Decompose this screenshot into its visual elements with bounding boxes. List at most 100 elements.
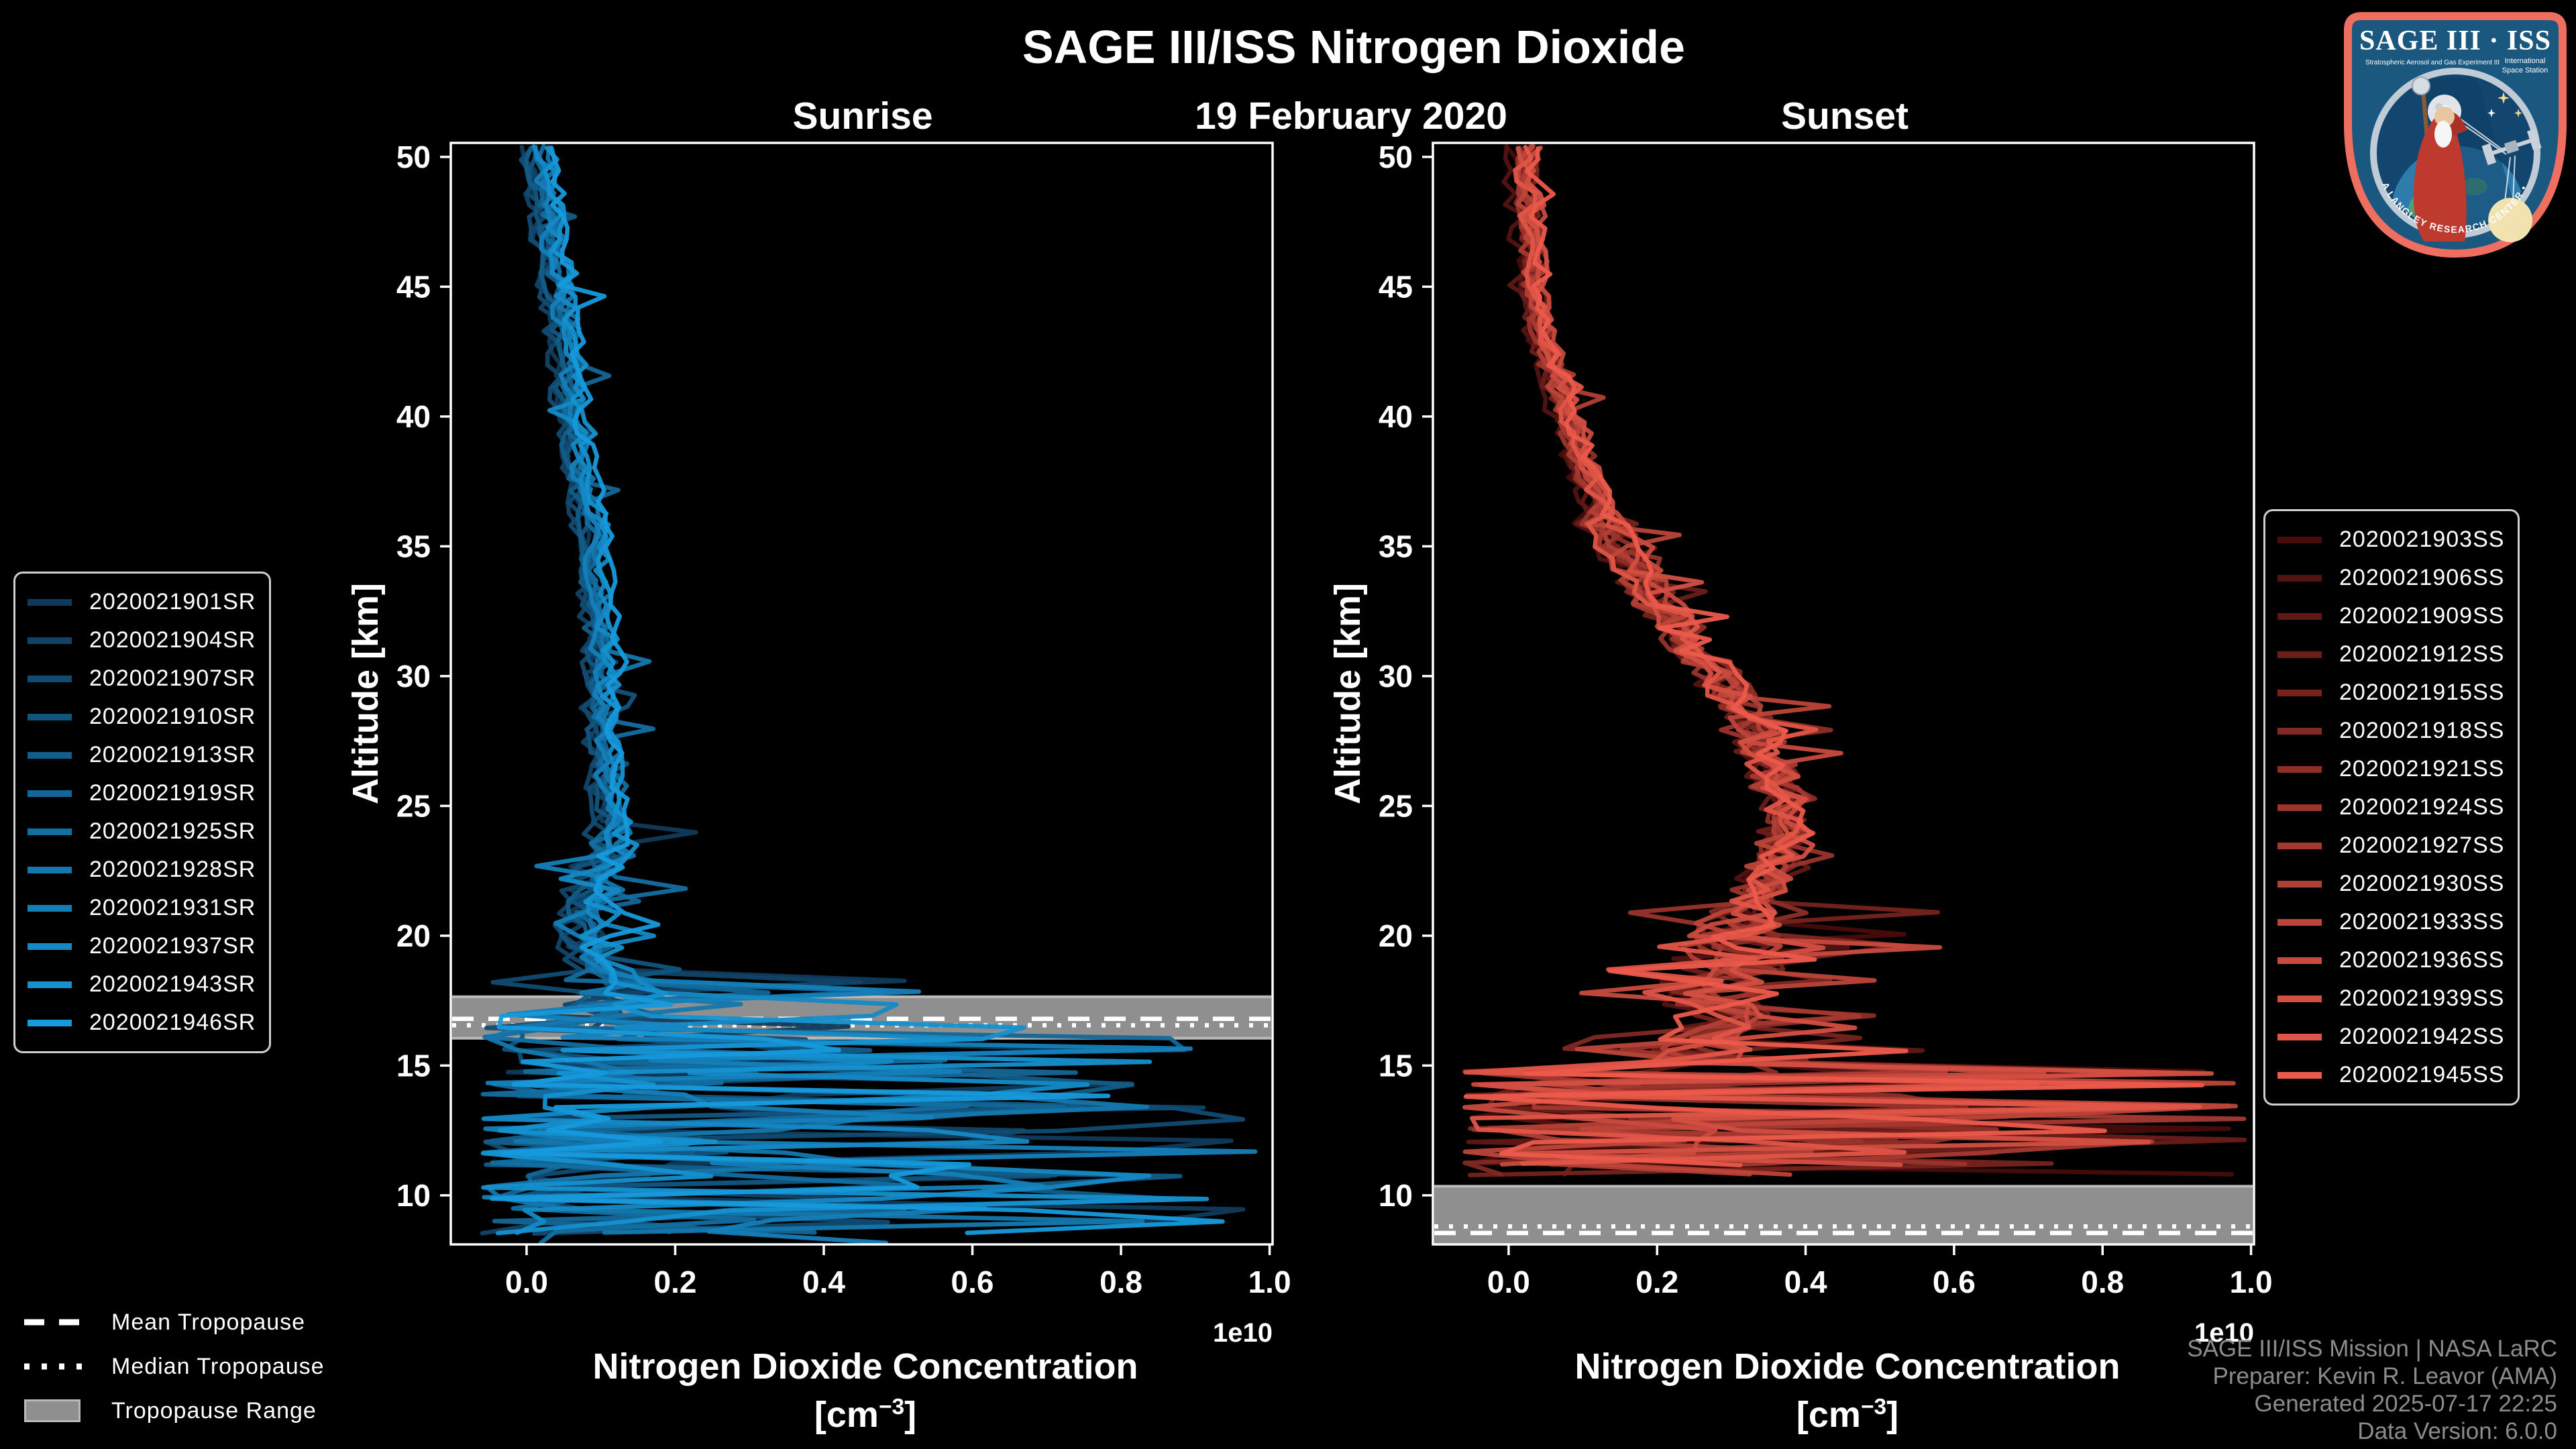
legend-label: 2020021927SS [2339,833,2505,858]
y-tick-label: 10 [1379,1178,1413,1213]
legend-item: 2020021906SS [2277,559,2504,597]
attribution-line: Preparer: Kevin R. Leavor (AMA) [2212,1363,2557,1389]
legend-item: 2020021918SS [2277,712,2504,750]
legend-item: 2020021912SS [2277,635,2504,674]
unit-exponent: −3 [1860,1395,1887,1419]
legend-label: 2020021931SR [89,895,256,920]
subtitle-sunset: Sunset [1780,95,1909,138]
legend-item: 2020021921SS [2277,750,2504,788]
x-axis-offset-text: 1e10 [2194,1318,2254,1348]
unit-suffix: ] [904,1395,917,1435]
legend-label: 2020021946SR [89,1010,256,1035]
panel-sunset: 10 15 20 25 30 35 40 45 50 0.0 0.2 0.4 0.6 0.8 1.0 1e10 [1379,140,2273,1348]
dotted-swatch [24,1354,89,1379]
legend-label: 2020021901SR [89,589,256,614]
legend-sunrise-events: 2020021901SR 2020021904SR 2020021907SR 2020… [13,572,272,1053]
y-tick-label: 20 [396,918,431,953]
x-tick-label: 0.0 [1487,1265,1530,1299]
x-tick-label: 0.4 [1784,1265,1827,1299]
legend-item: 2020021931SR [28,889,256,927]
y-tick-label: 45 [1379,269,1413,304]
legend-swatch [28,866,72,873]
legend-swatch [28,790,72,797]
unit-prefix: [cm [814,1395,879,1435]
legend-item: 2020021927SS [2277,826,2504,865]
y-tick-label: 35 [1379,529,1413,564]
legend-swatch [28,1019,72,1026]
legend-label: 2020021921SS [2339,756,2505,782]
sage-iss-logo-art: SAGE III · ISS Stratospheric Aerosol and… [2339,2,2567,258]
legend-label: 2020021907SR [89,665,256,691]
logo-sun [2488,198,2532,242]
legend-item: 2020021924SS [2277,788,2504,826]
legend-label: 2020021933SS [2339,909,2505,934]
legend-item: 2020021943SR [28,965,256,1004]
legend-swatch [2277,880,2322,888]
legend-swatch [2277,574,2322,582]
legend-label: 2020021928SR [89,857,256,882]
logo-stars [2487,92,2522,117]
legend-item: 2020021925SR [28,812,256,851]
legend-swatch [2277,612,2322,620]
attribution-line: Data Version: 6.0.0 [2357,1418,2557,1444]
attribution-line: SAGE III/ISS Mission | NASA LaRC [2187,1336,2557,1362]
legend-label: 2020021937SR [89,933,256,959]
legend-label: 2020021919SR [89,780,256,806]
axes-spines [449,142,1274,1246]
legend-label: 2020021909SS [2339,603,2505,629]
legend-label: 2020021924SS [2339,794,2505,820]
legend-item: 2020021910SR [28,698,256,736]
legend-label: 2020021912SS [2339,641,2505,667]
legend-swatch [2277,689,2322,696]
logo-sage-figure [2412,76,2467,241]
y-tick-label: 50 [396,140,431,174]
legend-swatch [28,637,72,644]
legend-swatch [28,751,72,759]
legend-item: 2020021946SR [28,1004,256,1042]
logo-subtitle-right2: Space Station [2502,66,2548,74]
tropopause-legend-label: Tropopause Range [111,1397,317,1424]
legend-sunset-events: 2020021903SS 2020021906SS 2020021909SS 2020… [2263,509,2520,1106]
legend-item: 2020021907SR [28,659,256,698]
y-tick-label: 50 [1379,140,1413,174]
legend-swatch [2277,1033,2322,1040]
legend-item: 2020021939SS [2277,979,2504,1018]
legend-label: 2020021904SR [89,627,256,653]
legend-item: 2020021919SR [28,774,256,812]
legend-label: 2020021910SR [89,704,256,729]
attribution-line: Generated 2025-07-17 22:25 [2254,1391,2557,1417]
legend-tropopause: Mean Tropopause Median Tropopause Tropopau… [24,1300,325,1433]
legend-item: 2020021913SR [28,736,256,774]
unit-suffix: ] [1886,1395,1899,1435]
legend-swatch [2277,765,2322,773]
y-tick-label: 10 [396,1178,431,1213]
legend-item: 2020021937SR [28,927,256,965]
attribution-block: SAGE III/ISS Mission | NASA LaRC Preparer… [2187,1335,2557,1445]
profile-line-2020021946SR [490,146,1225,1236]
profile-line-2020021912SS [1487,144,2247,1177]
y-tick-label: 40 [1379,399,1413,434]
legend-swatch [28,981,72,988]
legend-item: 2020021904SR [28,621,256,659]
x-axis-offset-text: 1e10 [1213,1318,1273,1348]
legend-swatch [28,828,72,835]
x-tick-label: 0.2 [1635,1265,1678,1299]
legend-swatch [2277,995,2322,1002]
tropopause-legend-label: Median Tropopause [111,1353,325,1379]
patch-swatch [24,1399,89,1423]
legend-label: 2020021945SS [2339,1062,2505,1087]
legend-item: 2020021928SR [28,851,256,889]
x-tick-label: 1.0 [2230,1265,2273,1299]
legend-label: 2020021930SS [2339,871,2505,896]
profile-line-2020021927SS [1480,146,2247,1167]
legend-swatch [2277,536,2322,543]
y-tick-label: 15 [1379,1048,1413,1083]
profile-line-2020021945SS [1463,146,2204,1167]
profile-line-2020021930SS [1486,144,2232,1177]
legend-item: 2020021930SS [2277,865,2504,903]
x-tick-label: 0.8 [1099,1265,1142,1299]
legend-item: 2020021909SS [2277,597,2504,635]
x-tick-label: 1.0 [1248,1265,1291,1299]
legend-swatch [2277,842,2322,849]
